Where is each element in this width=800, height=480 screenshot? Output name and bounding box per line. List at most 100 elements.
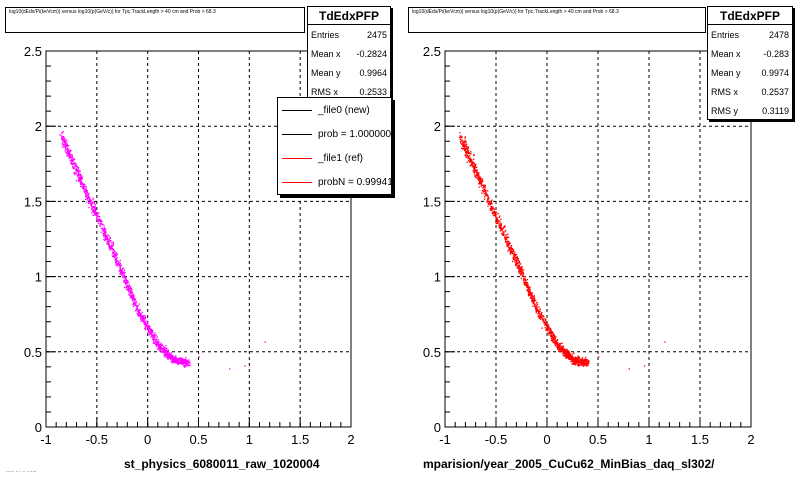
data-point: [100, 219, 102, 221]
data-point: [81, 177, 83, 180]
data-point: [92, 201, 94, 203]
data-point: [162, 348, 164, 350]
data-point: [74, 173, 76, 175]
data-point: [106, 234, 109, 236]
data-point: [154, 336, 156, 338]
data-point: [161, 348, 163, 350]
data-point: [569, 356, 572, 359]
data-point: [115, 260, 117, 262]
data-point: [476, 173, 478, 175]
data-point: [575, 360, 577, 362]
data-point: [151, 330, 153, 332]
data-point: [68, 151, 70, 153]
data-point: [80, 178, 82, 181]
data-point: [504, 225, 506, 227]
data-point: [117, 263, 119, 265]
data-point: [130, 296, 132, 298]
data-point: [71, 155, 73, 157]
data-point: [572, 360, 574, 362]
data-point: [163, 351, 165, 353]
data-point: [175, 359, 178, 361]
data-point: [164, 356, 166, 358]
data-point: [112, 243, 114, 245]
data-point: [529, 297, 532, 299]
data-point: [163, 348, 166, 350]
data-point: [143, 320, 145, 322]
data-point: [147, 326, 150, 329]
data-point: [487, 197, 489, 200]
data-point: [105, 238, 108, 241]
data-point: [97, 215, 99, 217]
data-point: [545, 328, 547, 330]
data-point: [128, 291, 130, 293]
data-point: [71, 161, 73, 163]
data-point: [80, 176, 82, 179]
left-stats-row: RMS x 0.2533: [308, 82, 390, 101]
data-point: [125, 282, 128, 284]
data-point: [148, 328, 150, 330]
data-point: [65, 152, 67, 154]
data-point: [565, 356, 567, 358]
data-point: [170, 355, 172, 357]
data-point: [176, 360, 178, 363]
data-point: [90, 202, 92, 204]
data-point: [165, 345, 167, 347]
data-point: [96, 216, 98, 218]
data-point: [64, 138, 66, 140]
data-point: [164, 353, 166, 355]
data-point: [111, 245, 113, 247]
data-point: [465, 152, 467, 154]
data-point: [67, 153, 69, 155]
data-point: [535, 312, 537, 314]
data-point: [507, 244, 509, 246]
data-point: [470, 151, 472, 153]
data-point: [487, 195, 489, 198]
data-point: [515, 258, 518, 260]
data-point: [464, 149, 466, 152]
data-point: [520, 274, 522, 276]
data-point: [88, 202, 90, 204]
data-point: [547, 324, 550, 326]
right-stats-value: 0.2537: [761, 86, 789, 97]
data-point: [81, 176, 83, 178]
data-point: [552, 332, 554, 335]
data-point: [87, 196, 89, 199]
data-point: [112, 248, 114, 250]
data-point: [498, 227, 500, 229]
data-point: [94, 212, 96, 214]
data-point: [111, 242, 113, 244]
x-tick-label: 1.5: [691, 432, 709, 447]
data-point: [559, 349, 561, 351]
data-point: [504, 236, 506, 238]
data-point: [528, 285, 530, 288]
data-point: [66, 150, 68, 152]
data-point: [90, 203, 92, 205]
data-point: [478, 172, 480, 174]
data-point: [165, 351, 167, 353]
data-point: [112, 245, 114, 247]
data-point: [569, 353, 571, 355]
data-point: [104, 239, 106, 241]
data-point: [495, 222, 497, 225]
data-point: [494, 212, 496, 214]
data-point: [142, 315, 144, 317]
data-point: [496, 218, 498, 220]
data-point: [166, 356, 168, 358]
data-point: [565, 353, 567, 355]
data-point: [570, 354, 572, 356]
data-point: [523, 279, 526, 281]
data-point: [476, 174, 478, 177]
data-point: [528, 291, 530, 293]
data-point: [495, 212, 497, 214]
data-point: [80, 180, 82, 182]
data-point: [73, 172, 75, 174]
data-point: [561, 350, 564, 352]
data-point: [171, 358, 173, 360]
legend-entry: prob = 1.000000: [278, 122, 391, 146]
data-point: [470, 152, 472, 155]
data-point: [67, 155, 69, 157]
data-point: [176, 357, 178, 360]
data-point: [526, 289, 528, 291]
data-point: [73, 166, 75, 168]
